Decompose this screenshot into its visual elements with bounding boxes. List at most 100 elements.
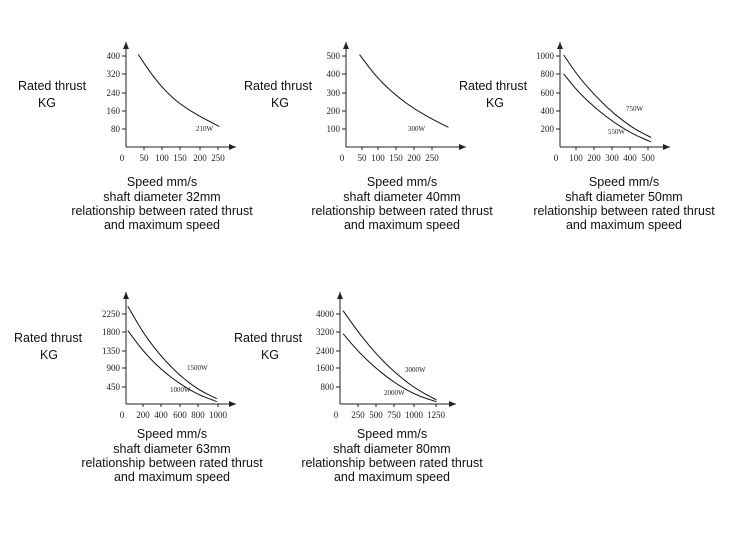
- y-tick-label: 800: [541, 69, 555, 79]
- x-tick-label: 0: [554, 153, 559, 163]
- x-tick-label: 400: [154, 410, 168, 420]
- x-axis-label: Speed mm/s: [367, 175, 437, 189]
- chart-caption-line: relationship between rated thrust: [533, 204, 715, 218]
- x-tick-label: 200: [193, 153, 207, 163]
- series-line-210W: [137, 54, 220, 128]
- chart-caption-line: shaft diameter 63mm: [113, 442, 230, 456]
- series-line-3000W: [342, 310, 437, 401]
- x-tick-label: 1250: [427, 410, 446, 420]
- x-tick-label: 400: [623, 153, 637, 163]
- x-axis-arrow: [663, 144, 670, 150]
- y-tick-label: 600: [541, 88, 555, 98]
- x-axis-label: Speed mm/s: [137, 427, 207, 441]
- y-tick-label: 80: [111, 124, 121, 134]
- y-axis-unit: KG: [261, 348, 279, 362]
- x-axis-label: Speed mm/s: [357, 427, 427, 441]
- x-tick-label: 200: [407, 153, 421, 163]
- x-tick-label: 1000: [405, 410, 424, 420]
- series-label: 1000W: [170, 386, 191, 394]
- y-axis-unit: KG: [486, 96, 504, 110]
- series-line-550W: [563, 73, 652, 143]
- x-tick-label: 0: [340, 153, 345, 163]
- y-tick-label: 240: [107, 88, 121, 98]
- series-label: 210W: [196, 125, 214, 133]
- x-tick-label: 150: [173, 153, 187, 163]
- y-axis-label: Rated thrust: [234, 331, 303, 345]
- chart-1: 80 160 240 320 400 0 50 100 150 200 250 210W Rated t…: [18, 42, 253, 232]
- x-tick-label: 50: [358, 153, 368, 163]
- chart-4: 450 900 1350 1800 2250 0 200 400 600 800 1000 1500W…: [14, 292, 263, 484]
- y-tick-label: 1600: [316, 363, 335, 373]
- chart-caption-line: and maximum speed: [566, 218, 682, 232]
- y-tick-label: 200: [541, 124, 555, 134]
- x-axis-arrow: [229, 144, 236, 150]
- chart-caption-line: relationship between rated thrust: [311, 204, 493, 218]
- x-axis-label: Speed mm/s: [127, 175, 197, 189]
- x-tick-label: 100: [371, 153, 385, 163]
- chart-caption-line: shaft diameter 32mm: [103, 190, 220, 204]
- x-tick-label: 600: [173, 410, 187, 420]
- x-tick-label: 250: [425, 153, 439, 163]
- y-tick-label: 4000: [316, 309, 335, 319]
- y-axis-arrow: [557, 42, 563, 49]
- x-tick-label: 750: [387, 410, 401, 420]
- x-tick-label: 200: [136, 410, 150, 420]
- y-tick-label: 3200: [316, 327, 335, 337]
- series-line-750W: [563, 54, 652, 138]
- x-tick-label: 0: [120, 153, 125, 163]
- x-tick-label: 100: [155, 153, 169, 163]
- x-tick-label: 0: [334, 410, 339, 420]
- y-tick-label: 400: [107, 51, 121, 61]
- y-tick-label: 450: [107, 382, 121, 392]
- chart-3: 200 400 600 800 1000 0 100 200 300 400 500 750W 550W…: [459, 42, 715, 232]
- chart-caption-line: and maximum speed: [104, 218, 220, 232]
- x-axis-arrow: [229, 401, 236, 407]
- series-label: 750W: [626, 105, 644, 113]
- chart-caption-line: shaft diameter 50mm: [565, 190, 682, 204]
- y-tick-label: 320: [107, 69, 121, 79]
- x-axis-arrow: [449, 401, 456, 407]
- y-tick-label: 200: [327, 106, 341, 116]
- x-tick-label: 50: [140, 153, 150, 163]
- y-axis-unit: KG: [271, 96, 289, 110]
- x-tick-label: 800: [191, 410, 205, 420]
- y-tick-label: 500: [327, 51, 341, 61]
- chart-caption-line: shaft diameter 80mm: [333, 442, 450, 456]
- series-line-2000W: [342, 333, 437, 403]
- x-tick-label: 150: [389, 153, 403, 163]
- y-axis-label: Rated thrust: [459, 79, 528, 93]
- y-tick-label: 100: [327, 124, 341, 134]
- series-label: 300W: [408, 125, 426, 133]
- chart-caption-line: relationship between rated thrust: [81, 456, 263, 470]
- y-axis-arrow: [123, 42, 129, 49]
- y-tick-label: 400: [327, 69, 341, 79]
- series-line-1500W: [127, 305, 218, 400]
- chart-caption-line: and maximum speed: [114, 470, 230, 484]
- x-tick-label: 100: [569, 153, 583, 163]
- x-tick-label: 500: [369, 410, 383, 420]
- series-label: 3000W: [405, 366, 426, 374]
- y-tick-label: 2400: [316, 346, 335, 356]
- x-tick-label: 500: [641, 153, 655, 163]
- chart-caption-line: shaft diameter 40mm: [343, 190, 460, 204]
- chart-5: 800 1600 2400 3200 4000 0 250 500 750 1000 1250 300…: [234, 292, 483, 484]
- x-axis-label: Speed mm/s: [589, 175, 659, 189]
- y-axis-label: Rated thrust: [18, 79, 87, 93]
- y-axis-label: Rated thrust: [244, 79, 313, 93]
- y-tick-label: 1000: [536, 51, 555, 61]
- chart-caption-line: relationship between rated thrust: [71, 204, 253, 218]
- y-tick-label: 900: [107, 363, 121, 373]
- y-tick-label: 160: [107, 106, 121, 116]
- x-tick-label: 0: [120, 410, 125, 420]
- series-label: 1500W: [187, 364, 208, 372]
- x-tick-label: 200: [587, 153, 601, 163]
- chart-caption-line: relationship between rated thrust: [301, 456, 483, 470]
- y-tick-label: 400: [541, 106, 555, 116]
- y-axis-label: Rated thrust: [14, 331, 83, 345]
- series-label: 2000W: [384, 389, 405, 397]
- series-line-300W: [359, 54, 449, 128]
- y-axis-arrow: [123, 292, 129, 299]
